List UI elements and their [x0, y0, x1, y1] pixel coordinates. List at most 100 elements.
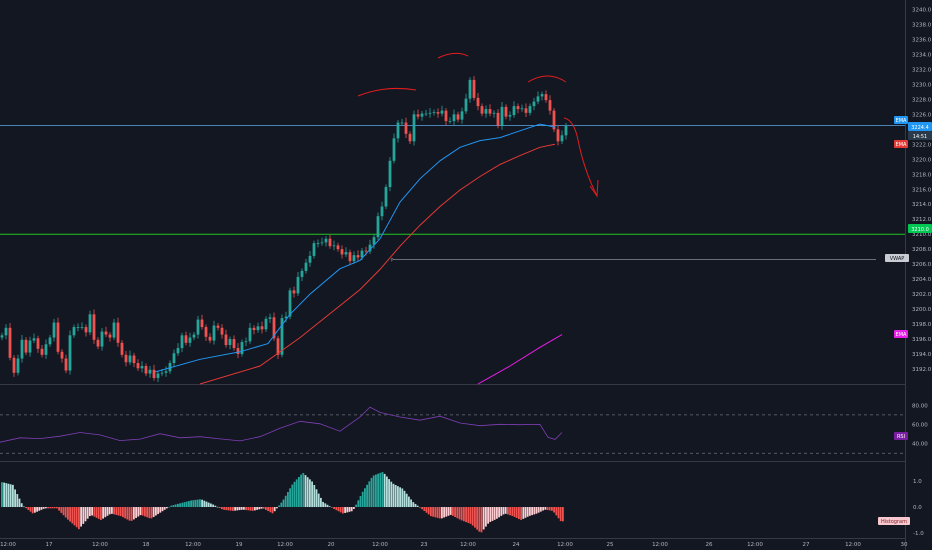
candle-body	[464, 98, 468, 112]
time-tick-label: 12:00	[460, 542, 476, 548]
candle-body	[276, 338, 280, 355]
histogram-bar	[333, 507, 335, 509]
histogram-bar	[86, 507, 89, 519]
candle-body	[132, 355, 136, 364]
candle-body	[212, 325, 216, 341]
histogram-bar	[414, 503, 417, 508]
rsi-tick-label: 40.00	[912, 442, 928, 448]
price-tick-label: 3206.0	[912, 262, 932, 268]
histogram-bar	[159, 507, 162, 513]
candle-body	[544, 94, 548, 101]
histogram-bar	[438, 507, 441, 519]
histogram-bar	[40, 507, 43, 510]
candle-body	[68, 335, 72, 371]
time-tick-label: 12:00	[277, 542, 293, 548]
candle-body	[192, 334, 196, 338]
histogram-bar	[434, 507, 437, 518]
histogram-bar	[269, 507, 272, 513]
candle-body	[404, 122, 408, 134]
candle-body	[52, 322, 56, 338]
candle-body	[500, 106, 504, 126]
histogram-bar	[337, 507, 340, 512]
histogram-bar	[557, 507, 560, 519]
histogram-bar	[45, 507, 47, 509]
ema-fast-badge-bg	[894, 116, 908, 124]
histogram-badge-bg	[878, 517, 910, 525]
candle-body	[8, 327, 12, 358]
price-pane[interactable]: P	[0, 76, 905, 385]
histogram-bar	[513, 507, 516, 517]
candle-body	[108, 334, 112, 338]
histogram-bar	[174, 504, 177, 508]
time-tick-label: 26	[706, 542, 713, 548]
histogram-bar	[64, 507, 67, 518]
price-axis[interactable]: 3240.0 3238.0 3236.0 3234.0 3232.0 3230.0 3228…	[912, 7, 932, 537]
time-tick-label: 12:00	[557, 542, 573, 548]
histogram-bar	[245, 507, 247, 511]
rsi-pane[interactable]	[0, 406, 905, 454]
histogram-bar	[31, 507, 34, 514]
histogram-bar	[445, 507, 448, 517]
price-tick-label: 3192.0	[912, 367, 932, 373]
histogram-bar	[97, 507, 100, 519]
histogram-bar	[487, 507, 489, 524]
price-tick-label: 3204.0	[912, 277, 932, 283]
candle-body	[4, 327, 8, 336]
histogram-bar	[216, 506, 219, 508]
price-tick-label: 3234.0	[912, 52, 932, 58]
histogram-bar	[150, 507, 153, 519]
candle-body	[232, 339, 236, 349]
histogram-bar	[562, 507, 564, 522]
histogram-bar	[353, 507, 355, 509]
candle-body	[516, 106, 520, 110]
ema-fast-value-badge: 3224.4	[911, 125, 929, 131]
histogram-bar	[386, 476, 388, 508]
histogram-bar	[183, 502, 186, 508]
candle-body	[412, 114, 416, 142]
histogram-pane[interactable]	[1, 471, 564, 533]
ema-slow-line	[199, 143, 556, 385]
down-arrow-shaft	[563, 117, 598, 197]
histogram-bar	[113, 507, 115, 515]
candle-body	[128, 355, 132, 363]
price-tick-label: 3208.0	[912, 247, 932, 253]
candle-body	[300, 270, 304, 277]
candle-body	[524, 108, 528, 113]
histogram-bar	[324, 503, 327, 508]
histogram-bar	[47, 507, 49, 509]
time-tick-label: 12:00	[185, 542, 201, 548]
histogram-bar	[485, 507, 487, 527]
histogram-bar	[489, 507, 492, 522]
candle-body	[152, 369, 156, 379]
candle-body	[348, 252, 352, 262]
candle-body	[200, 319, 204, 328]
histogram-bar	[535, 507, 538, 514]
histogram-bar	[80, 507, 82, 527]
time-tick-label: 27	[803, 542, 810, 548]
time-tick-label: 12:00	[0, 542, 16, 548]
histogram-bar	[522, 507, 525, 519]
histogram-bar	[502, 507, 505, 515]
histogram-bar	[364, 488, 366, 508]
histogram-bar	[480, 507, 483, 533]
candle-body	[332, 245, 336, 247]
histogram-bar	[287, 492, 289, 508]
histogram-bar	[469, 507, 472, 524]
candle-body	[104, 331, 108, 335]
time-axis[interactable]: 12:00 17 12:00 18 12:00 19 12:00 20 12:00 23 12:00…	[0, 542, 908, 548]
price-tick-label: 3232.0	[912, 67, 932, 73]
histogram-bar	[381, 471, 384, 508]
histogram-bar	[256, 507, 258, 510]
histogram-bar	[355, 504, 357, 508]
candle-body	[236, 348, 240, 355]
histogram-bar	[111, 507, 113, 514]
histogram-bar	[427, 507, 430, 515]
histogram-bar	[240, 507, 243, 510]
histogram-bar	[234, 507, 236, 511]
countdown-badge: 14:51	[913, 134, 927, 140]
time-tick-label: 12:00	[652, 542, 668, 548]
candle-body	[184, 335, 188, 343]
drawing-annotations[interactable]	[357, 52, 599, 198]
candle-body	[528, 106, 532, 113]
